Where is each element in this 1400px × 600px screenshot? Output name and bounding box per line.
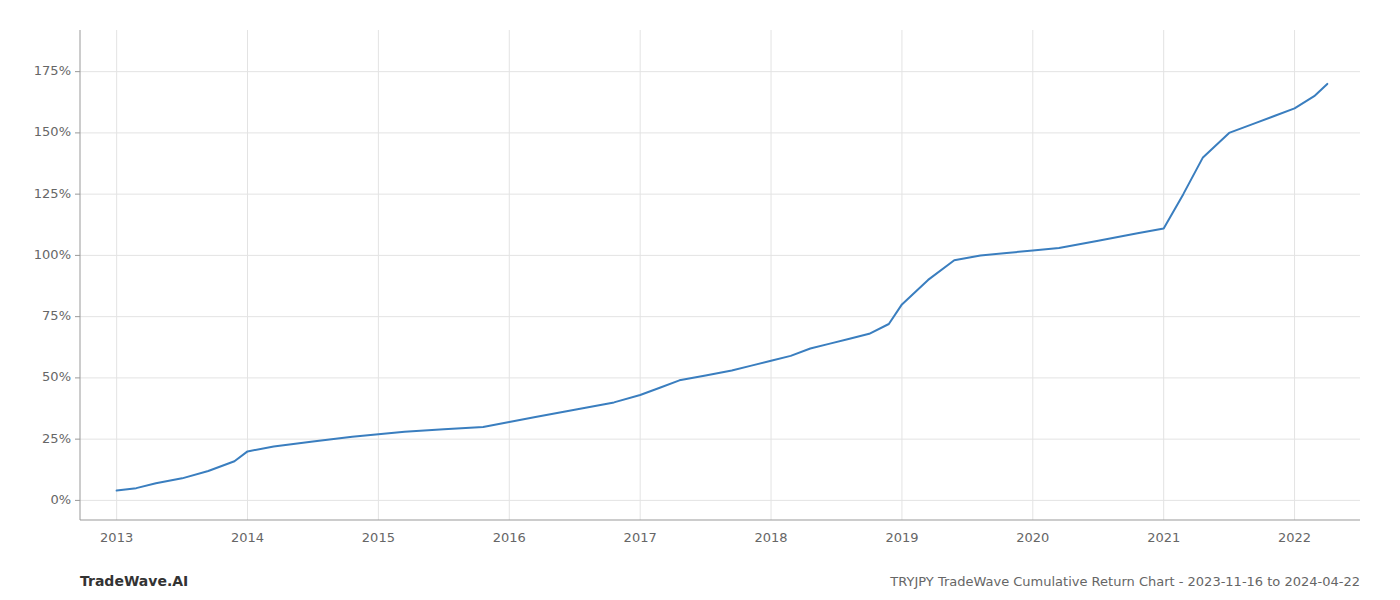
x-grid-line bbox=[1032, 30, 1033, 520]
x-grid-line bbox=[378, 30, 379, 520]
x-grid-line bbox=[1163, 30, 1164, 520]
y-tick-label: 25% bbox=[42, 431, 71, 446]
chart: 0% 25% 50% 75% 100% 125% 150% 175% 2013 2014 2015 2… bbox=[0, 0, 1400, 600]
y-tick bbox=[75, 71, 80, 72]
y-tick bbox=[75, 316, 80, 317]
y-tick bbox=[75, 194, 80, 195]
y-tick bbox=[75, 132, 80, 133]
y-tick-label: 150% bbox=[34, 124, 71, 139]
y-grid-line bbox=[80, 316, 1360, 317]
x-tick-label: 2013 bbox=[100, 530, 133, 545]
grid bbox=[80, 30, 1360, 520]
y-tick-label: 75% bbox=[42, 308, 71, 323]
y-axis-line bbox=[80, 30, 81, 520]
x-tick-label: 2022 bbox=[1278, 530, 1311, 545]
y-tick-label: 175% bbox=[34, 63, 71, 78]
watermark: TradeWave.AI bbox=[80, 573, 188, 589]
x-grid-line bbox=[509, 30, 510, 520]
x-tick-label: 2016 bbox=[493, 530, 526, 545]
y-grid-line bbox=[80, 500, 1360, 501]
axes: 0% 25% 50% 75% 100% 125% 150% 175% 2013 2014 2015 2… bbox=[34, 30, 1360, 545]
y-tick bbox=[75, 377, 80, 378]
y-tick bbox=[75, 439, 80, 440]
y-tick-label: 125% bbox=[34, 186, 71, 201]
y-grid-line bbox=[80, 439, 1360, 440]
x-grid-line bbox=[247, 30, 248, 520]
x-grid-line bbox=[1294, 30, 1295, 520]
y-grid-line bbox=[80, 194, 1360, 195]
x-grid-line bbox=[901, 30, 902, 520]
x-grid-line bbox=[640, 30, 641, 520]
y-grid-line bbox=[80, 71, 1360, 72]
y-grid-line bbox=[80, 377, 1360, 378]
y-tick bbox=[75, 255, 80, 256]
x-tick-label: 2021 bbox=[1147, 530, 1180, 545]
x-tick-label: 2014 bbox=[231, 530, 264, 545]
x-grid-line bbox=[771, 30, 772, 520]
y-tick-label: 0% bbox=[50, 492, 71, 507]
x-tick-label: 2019 bbox=[885, 530, 918, 545]
y-grid-line bbox=[80, 255, 1360, 256]
y-tick-label: 100% bbox=[34, 247, 71, 262]
x-axis-line bbox=[80, 520, 1360, 521]
x-tick-label: 2015 bbox=[362, 530, 395, 545]
x-tick-label: 2018 bbox=[754, 530, 787, 545]
y-tick-label: 50% bbox=[42, 369, 71, 384]
y-tick bbox=[75, 500, 80, 501]
x-tick-label: 2020 bbox=[1016, 530, 1049, 545]
x-tick-label: 2017 bbox=[624, 530, 657, 545]
x-grid-line bbox=[116, 30, 117, 520]
y-grid-line bbox=[80, 132, 1360, 133]
plot-area bbox=[117, 84, 1328, 491]
title: TRYJPY TradeWave Cumulative Return Chart… bbox=[889, 574, 1360, 589]
texts: TradeWave.AI TRYJPY TradeWave Cumulative … bbox=[80, 573, 1360, 589]
line bbox=[117, 84, 1328, 491]
